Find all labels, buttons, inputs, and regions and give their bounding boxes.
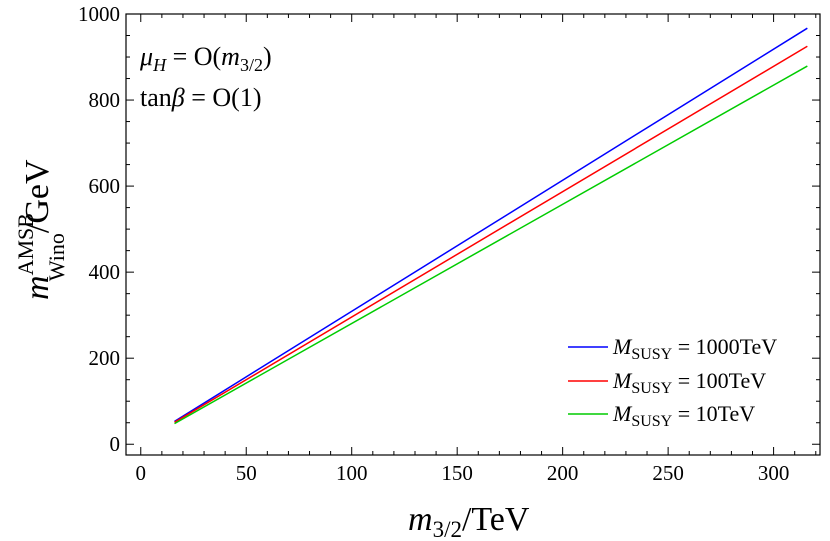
legend-label-100tev: MSUSY = 100TeV	[612, 368, 766, 397]
legend-label-1000tev: MSUSY = 1000TeV	[612, 334, 777, 363]
y-tick-label: 0	[110, 432, 121, 456]
x-tick-label: 0	[136, 461, 147, 485]
y-tick-label: 800	[89, 88, 121, 112]
y-tick-label: 1000	[78, 2, 120, 26]
series-line-100tev	[174, 45, 808, 423]
y-tick-label: 200	[89, 346, 121, 370]
x-tick-label: 50	[236, 461, 257, 485]
x-tick-label: 200	[547, 461, 579, 485]
series-line-1000tev	[174, 27, 808, 423]
x-tick-label: 250	[652, 461, 684, 485]
axis-ticks: 0 50 100 150 200 250 300 0 200 400 600 800 1000	[78, 2, 820, 485]
x-tick-label: 100	[336, 461, 368, 485]
y-axis-label: mAMSB Wino/GeV	[13, 159, 69, 300]
annotation-mu: μH = O(m3/2)	[139, 42, 272, 75]
series-lines	[174, 27, 808, 425]
y-tick-label: 400	[89, 260, 121, 284]
x-axis-label: m3/2/TeV	[408, 501, 530, 541]
x-tick-label: 300	[758, 461, 790, 485]
legend: MSUSY = 1000TeV MSUSY = 100TeV MSUSY = 1…	[568, 334, 777, 430]
plot-frame	[125, 13, 821, 456]
y-tick-label: 600	[89, 174, 121, 198]
series-line-10tev	[174, 65, 808, 425]
legend-label-10tev: MSUSY = 10TeV	[612, 401, 755, 430]
x-tick-label: 150	[441, 461, 473, 485]
annotation-tanbeta: tanβ = O(1)	[140, 83, 261, 112]
